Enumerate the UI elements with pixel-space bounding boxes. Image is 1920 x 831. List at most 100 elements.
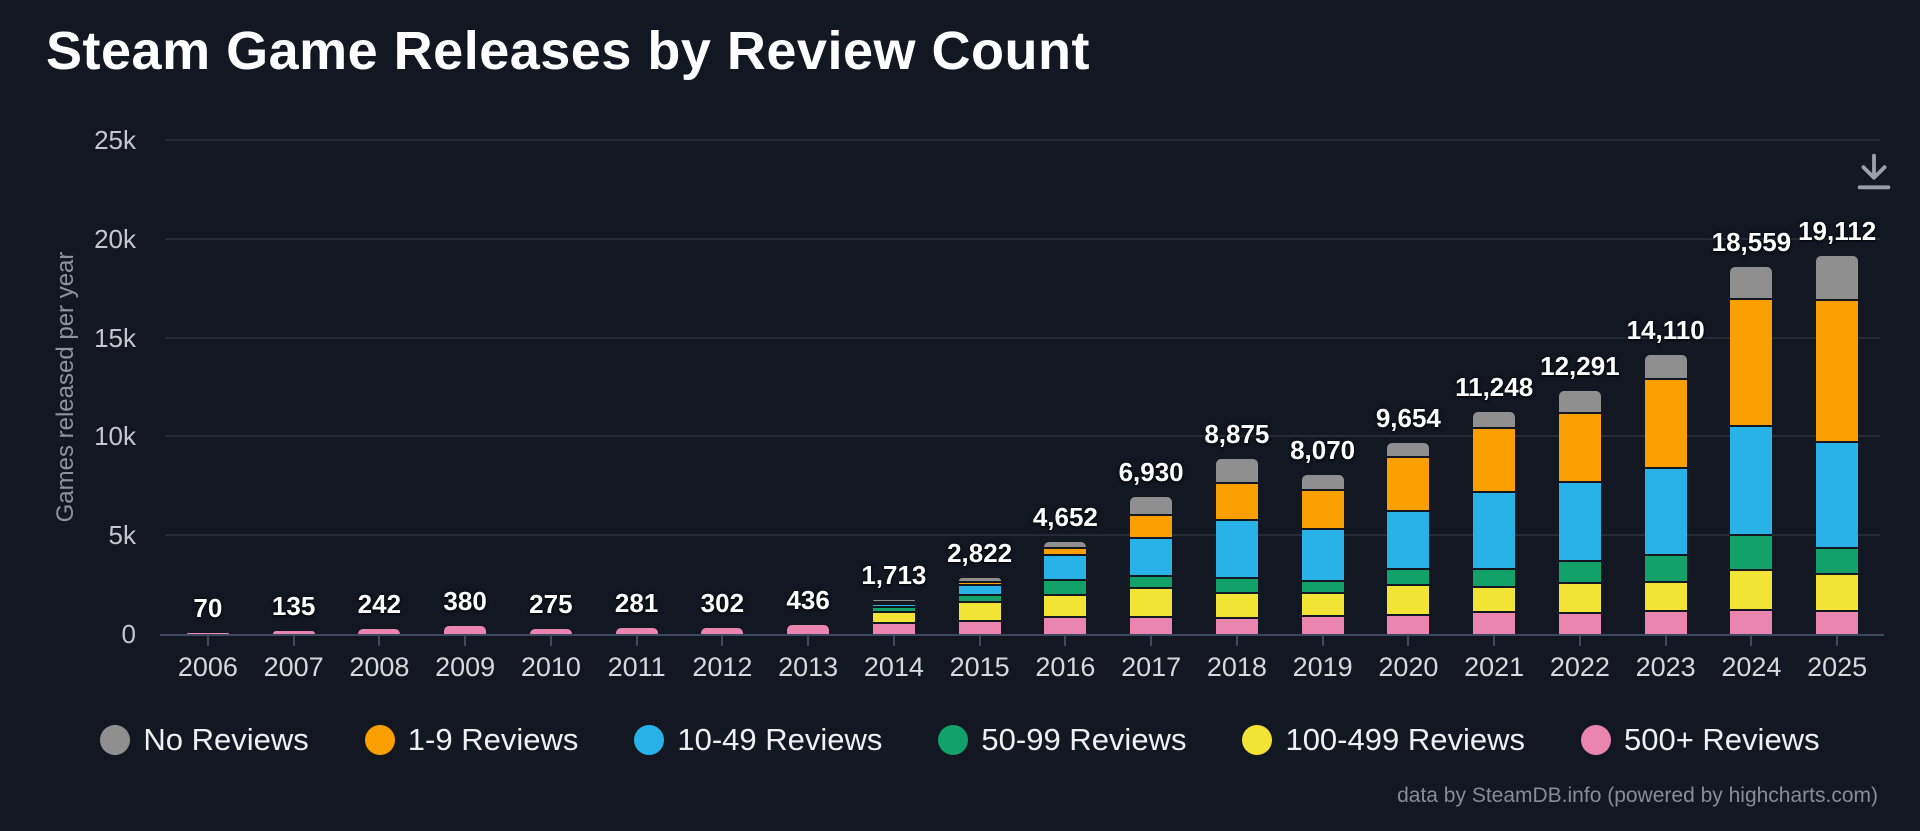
legend-item-10-49-reviews[interactable]: 10-49 Reviews [634, 722, 882, 758]
bar-segment-1-9-reviews-2015[interactable] [958, 581, 1001, 584]
bar-segment-50-99-reviews-2020[interactable] [1387, 567, 1430, 584]
bar-segment-500-reviews-2011[interactable] [615, 628, 658, 634]
bar-segment-10-49-reviews-2025[interactable] [1816, 440, 1859, 548]
bar-segment-500-reviews-2017[interactable] [1130, 616, 1173, 634]
gridline-10k [165, 435, 1880, 438]
stacked-bar-2025 [1816, 256, 1859, 634]
bar-segment-500-reviews-2009[interactable] [444, 626, 487, 634]
bar-segment-500-reviews-2023[interactable] [1644, 609, 1687, 634]
bar-segment-1-9-reviews-2017[interactable] [1130, 514, 1173, 537]
bar-segment-10-49-reviews-2019[interactable] [1301, 528, 1344, 580]
bar-segment-500-reviews-2008[interactable] [358, 629, 401, 634]
bar-segment-no-reviews-2016[interactable] [1044, 542, 1087, 548]
bar-segment-no-reviews-2025[interactable] [1816, 256, 1859, 299]
bar-segment-500-reviews-2006[interactable] [186, 632, 229, 634]
bar-segment-100-499-reviews-2024[interactable] [1730, 568, 1773, 609]
bar-segment-50-99-reviews-2016[interactable] [1044, 579, 1087, 595]
x-axis-label: 2008 [349, 652, 410, 682]
bar-segment-100-499-reviews-2015[interactable] [958, 601, 1001, 620]
chart-footer-credit: data by SteamDB.info (powered by highcha… [1397, 784, 1878, 807]
x-axis-label: 2015 [949, 652, 1010, 682]
bar-segment-1-9-reviews-2023[interactable] [1644, 377, 1687, 468]
bar-segment-50-99-reviews-2014[interactable] [872, 605, 915, 611]
bar-segment-50-99-reviews-2017[interactable] [1130, 575, 1173, 587]
legend-marker-icon-10-49-reviews [634, 725, 665, 755]
bar-segment-50-99-reviews-2021[interactable] [1473, 567, 1516, 587]
bar-segment-no-reviews-2021[interactable] [1473, 411, 1516, 428]
bar-segment-1-9-reviews-2020[interactable] [1387, 456, 1430, 510]
bar-segment-1-9-reviews-2021[interactable] [1473, 427, 1516, 491]
bar-segment-10-49-reviews-2014[interactable] [872, 602, 915, 606]
bar-segment-10-49-reviews-2024[interactable] [1730, 425, 1773, 535]
bar-segment-no-reviews-2024[interactable] [1730, 267, 1773, 299]
bar-segment-500-reviews-2014[interactable] [872, 621, 915, 634]
bar-segment-50-99-reviews-2019[interactable] [1301, 579, 1344, 593]
bar-segment-500-reviews-2018[interactable] [1215, 617, 1258, 634]
bar-segment-500-reviews-2012[interactable] [701, 628, 744, 634]
bar-segment-10-49-reviews-2022[interactable] [1558, 480, 1601, 560]
bar-segment-10-49-reviews-2015[interactable] [958, 583, 1001, 594]
bar-segment-1-9-reviews-2022[interactable] [1558, 412, 1601, 481]
bar-segment-no-reviews-2015[interactable] [958, 578, 1001, 582]
bar-segment-100-499-reviews-2025[interactable] [1816, 572, 1859, 610]
x-axis-label: 2018 [1206, 652, 1267, 682]
bar-segment-500-reviews-2015[interactable] [958, 619, 1001, 634]
bar-segment-500-reviews-2022[interactable] [1558, 611, 1601, 634]
bar-segment-500-reviews-2007[interactable] [272, 631, 315, 634]
legend-item-100-499-reviews[interactable]: 100-499 Reviews [1242, 722, 1525, 758]
bar-segment-50-99-reviews-2015[interactable] [958, 593, 1001, 602]
bar-segment-500-reviews-2013[interactable] [787, 625, 830, 634]
bar-segment-50-99-reviews-2023[interactable] [1644, 553, 1687, 581]
bar-segment-1-9-reviews-2024[interactable] [1730, 298, 1773, 426]
legend-item-no-reviews[interactable]: No Reviews [100, 722, 309, 758]
bar-segment-100-499-reviews-2017[interactable] [1130, 587, 1173, 617]
bar-segment-50-99-reviews-2018[interactable] [1215, 576, 1258, 593]
bar-segment-500-reviews-2025[interactable] [1816, 609, 1859, 634]
bar-segment-50-99-reviews-2022[interactable] [1558, 559, 1601, 583]
bar-segment-500-reviews-2020[interactable] [1387, 613, 1430, 634]
legend-item-label: 50-99 Reviews [981, 722, 1187, 757]
bar-segment-500-reviews-2024[interactable] [1730, 608, 1773, 634]
legend-item-50-99-reviews[interactable]: 50-99 Reviews [938, 722, 1186, 758]
bar-segment-100-499-reviews-2018[interactable] [1215, 592, 1258, 618]
bar-segment-100-499-reviews-2020[interactable] [1387, 583, 1430, 614]
bar-segment-500-reviews-2021[interactable] [1473, 610, 1516, 634]
bar-segment-1-9-reviews-2018[interactable] [1215, 482, 1258, 520]
bar-segment-no-reviews-2019[interactable] [1301, 474, 1344, 490]
bar-segment-100-499-reviews-2022[interactable] [1558, 582, 1601, 612]
bar-segment-500-reviews-2016[interactable] [1044, 616, 1087, 634]
stacked-bar-2017 [1130, 497, 1173, 634]
bar-segment-100-499-reviews-2021[interactable] [1473, 586, 1516, 611]
bar-segment-50-99-reviews-2024[interactable] [1730, 534, 1773, 569]
bar-segment-no-reviews-2018[interactable] [1215, 458, 1258, 483]
bar-segment-10-49-reviews-2017[interactable] [1130, 536, 1173, 576]
bar-segment-50-99-reviews-2025[interactable] [1816, 547, 1859, 573]
bar-segment-10-49-reviews-2023[interactable] [1644, 467, 1687, 554]
bar-segment-10-49-reviews-2021[interactable] [1473, 490, 1516, 568]
stacked-bar-2015 [958, 578, 1001, 634]
bar-segment-500-reviews-2010[interactable] [529, 628, 572, 634]
x-axis-tick [1064, 636, 1067, 646]
bar-segment-500-reviews-2019[interactable] [1301, 614, 1344, 634]
bar-segment-1-9-reviews-2014[interactable] [872, 600, 915, 603]
bar-segment-10-49-reviews-2016[interactable] [1044, 554, 1087, 580]
x-axis-label: 2006 [177, 652, 238, 682]
bar-segment-no-reviews-2020[interactable] [1387, 443, 1430, 457]
bar-segment-100-499-reviews-2023[interactable] [1644, 580, 1687, 610]
bar-segment-1-9-reviews-2019[interactable] [1301, 489, 1344, 529]
export-button[interactable] [1848, 146, 1900, 198]
bar-segment-100-499-reviews-2014[interactable] [872, 610, 915, 622]
bar-segment-10-49-reviews-2020[interactable] [1387, 509, 1430, 568]
bar-segment-no-reviews-2022[interactable] [1558, 391, 1601, 413]
bar-total-label: 8,070 [1290, 434, 1356, 465]
bar-segment-no-reviews-2023[interactable] [1644, 355, 1687, 378]
bar-segment-10-49-reviews-2018[interactable] [1215, 519, 1258, 577]
stacked-bar-2007 [272, 631, 315, 634]
bar-segment-1-9-reviews-2016[interactable] [1044, 547, 1087, 555]
bar-segment-100-499-reviews-2019[interactable] [1301, 592, 1344, 615]
bar-segment-1-9-reviews-2025[interactable] [1816, 298, 1859, 441]
bar-segment-no-reviews-2017[interactable] [1130, 497, 1173, 515]
legend-item-500-reviews[interactable]: 500+ Reviews [1580, 722, 1820, 758]
legend-item-1-9-reviews[interactable]: 1-9 Reviews [364, 722, 578, 758]
bar-segment-100-499-reviews-2016[interactable] [1044, 594, 1087, 617]
